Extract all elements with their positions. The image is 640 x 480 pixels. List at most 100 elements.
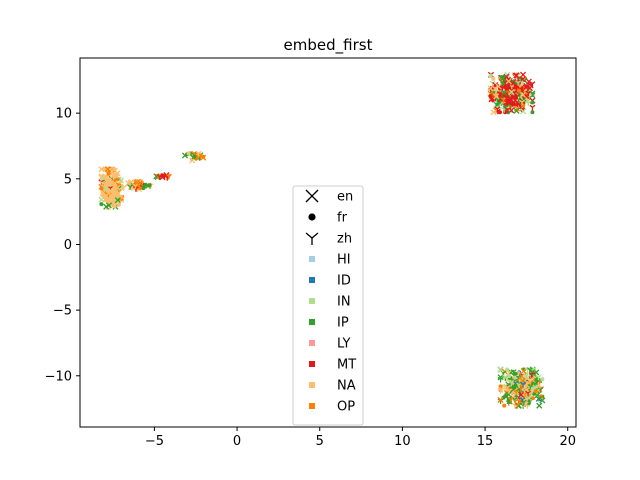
data-point bbox=[116, 202, 121, 207]
data-point bbox=[507, 374, 512, 379]
data-point bbox=[525, 100, 532, 107]
legend-marker-fr bbox=[308, 213, 316, 221]
data-point bbox=[506, 98, 513, 105]
data-point bbox=[511, 102, 516, 107]
data-point bbox=[526, 367, 533, 373]
x-tick-label: 15 bbox=[477, 434, 494, 449]
data-point bbox=[520, 108, 527, 115]
legend-label: NA bbox=[337, 379, 356, 394]
data-point bbox=[103, 203, 110, 210]
data-point bbox=[147, 183, 152, 188]
data-point bbox=[491, 85, 498, 92]
data-point bbox=[112, 167, 117, 172]
data-point bbox=[505, 78, 512, 85]
data-point bbox=[519, 76, 526, 83]
data-point bbox=[99, 202, 104, 207]
data-point bbox=[522, 84, 530, 91]
data-point bbox=[497, 396, 504, 403]
data-point bbox=[505, 85, 510, 90]
data-point bbox=[539, 397, 546, 404]
data-point bbox=[488, 73, 493, 78]
data-point bbox=[505, 391, 512, 398]
data-point bbox=[514, 403, 521, 409]
legend-swatch-NA bbox=[309, 382, 315, 388]
data-point bbox=[518, 373, 525, 380]
data-point bbox=[99, 186, 104, 191]
data-point bbox=[128, 179, 135, 186]
data-point bbox=[141, 184, 146, 189]
data-point bbox=[520, 381, 527, 388]
data-point bbox=[98, 173, 105, 179]
data-point bbox=[165, 173, 172, 180]
data-point bbox=[510, 95, 515, 100]
data-point bbox=[499, 387, 506, 393]
data-point bbox=[510, 369, 517, 375]
legend-swatch-MT bbox=[309, 361, 315, 367]
data-point bbox=[520, 96, 528, 103]
legend-label: OP bbox=[337, 400, 355, 415]
data-point bbox=[102, 185, 110, 192]
data-point bbox=[498, 384, 503, 389]
data-point bbox=[497, 376, 504, 383]
data-point bbox=[105, 198, 110, 203]
data-point bbox=[494, 106, 501, 113]
data-point bbox=[127, 184, 134, 190]
legend-label: IN bbox=[337, 295, 351, 310]
data-point bbox=[513, 383, 518, 388]
data-point bbox=[508, 380, 515, 386]
data-point bbox=[508, 88, 515, 96]
legend-label: en bbox=[337, 190, 353, 205]
legend-marker-zh bbox=[305, 232, 319, 245]
data-point bbox=[112, 174, 117, 179]
data-point bbox=[504, 107, 511, 113]
x-tick-label: 20 bbox=[559, 434, 576, 449]
data-point bbox=[137, 186, 142, 191]
legend-label: fr bbox=[337, 211, 348, 226]
data-point bbox=[525, 390, 532, 397]
legend-label: IP bbox=[337, 316, 349, 331]
data-point bbox=[507, 396, 514, 403]
data-point bbox=[530, 396, 535, 401]
data-point bbox=[504, 98, 511, 105]
legend-swatch-HI bbox=[309, 256, 315, 262]
data-point bbox=[98, 196, 105, 203]
data-point bbox=[491, 76, 496, 81]
plot-frame bbox=[79, 57, 577, 428]
x-tick-label: 0 bbox=[233, 434, 241, 449]
data-point bbox=[516, 88, 521, 93]
data-point bbox=[186, 151, 191, 156]
legend-swatch-IP bbox=[309, 319, 315, 325]
data-point bbox=[501, 89, 508, 96]
y-tick-label: −10 bbox=[45, 369, 72, 384]
data-point bbox=[533, 389, 538, 394]
data-point bbox=[498, 110, 503, 115]
data-point bbox=[535, 374, 542, 381]
data-point bbox=[495, 83, 502, 90]
y-tick-label: −5 bbox=[53, 304, 72, 319]
data-point bbox=[104, 166, 111, 173]
legend-swatch-IN bbox=[309, 298, 315, 304]
data-point bbox=[515, 80, 522, 86]
data-point bbox=[513, 72, 520, 79]
data-point bbox=[519, 99, 526, 106]
data-point bbox=[530, 386, 535, 391]
data-point bbox=[499, 75, 507, 82]
x-axis: −5 0 5 10 15 20 bbox=[145, 427, 576, 449]
data-point bbox=[513, 107, 520, 114]
data-point bbox=[502, 403, 507, 408]
data-point bbox=[136, 179, 144, 187]
legend-swatch-LY bbox=[309, 340, 315, 346]
chart-title: embed_first bbox=[284, 36, 373, 55]
x-tick-label: 5 bbox=[316, 434, 324, 449]
data-point bbox=[540, 377, 545, 382]
data-point bbox=[156, 174, 163, 180]
data-point bbox=[103, 177, 110, 184]
legend-label: HI bbox=[337, 253, 351, 268]
x-tick-label: −5 bbox=[145, 434, 164, 449]
data-point bbox=[530, 100, 535, 105]
legend-marker-en bbox=[305, 189, 319, 203]
data-point bbox=[114, 197, 121, 204]
y-tick-label: 0 bbox=[64, 238, 72, 253]
data-point bbox=[532, 367, 537, 372]
